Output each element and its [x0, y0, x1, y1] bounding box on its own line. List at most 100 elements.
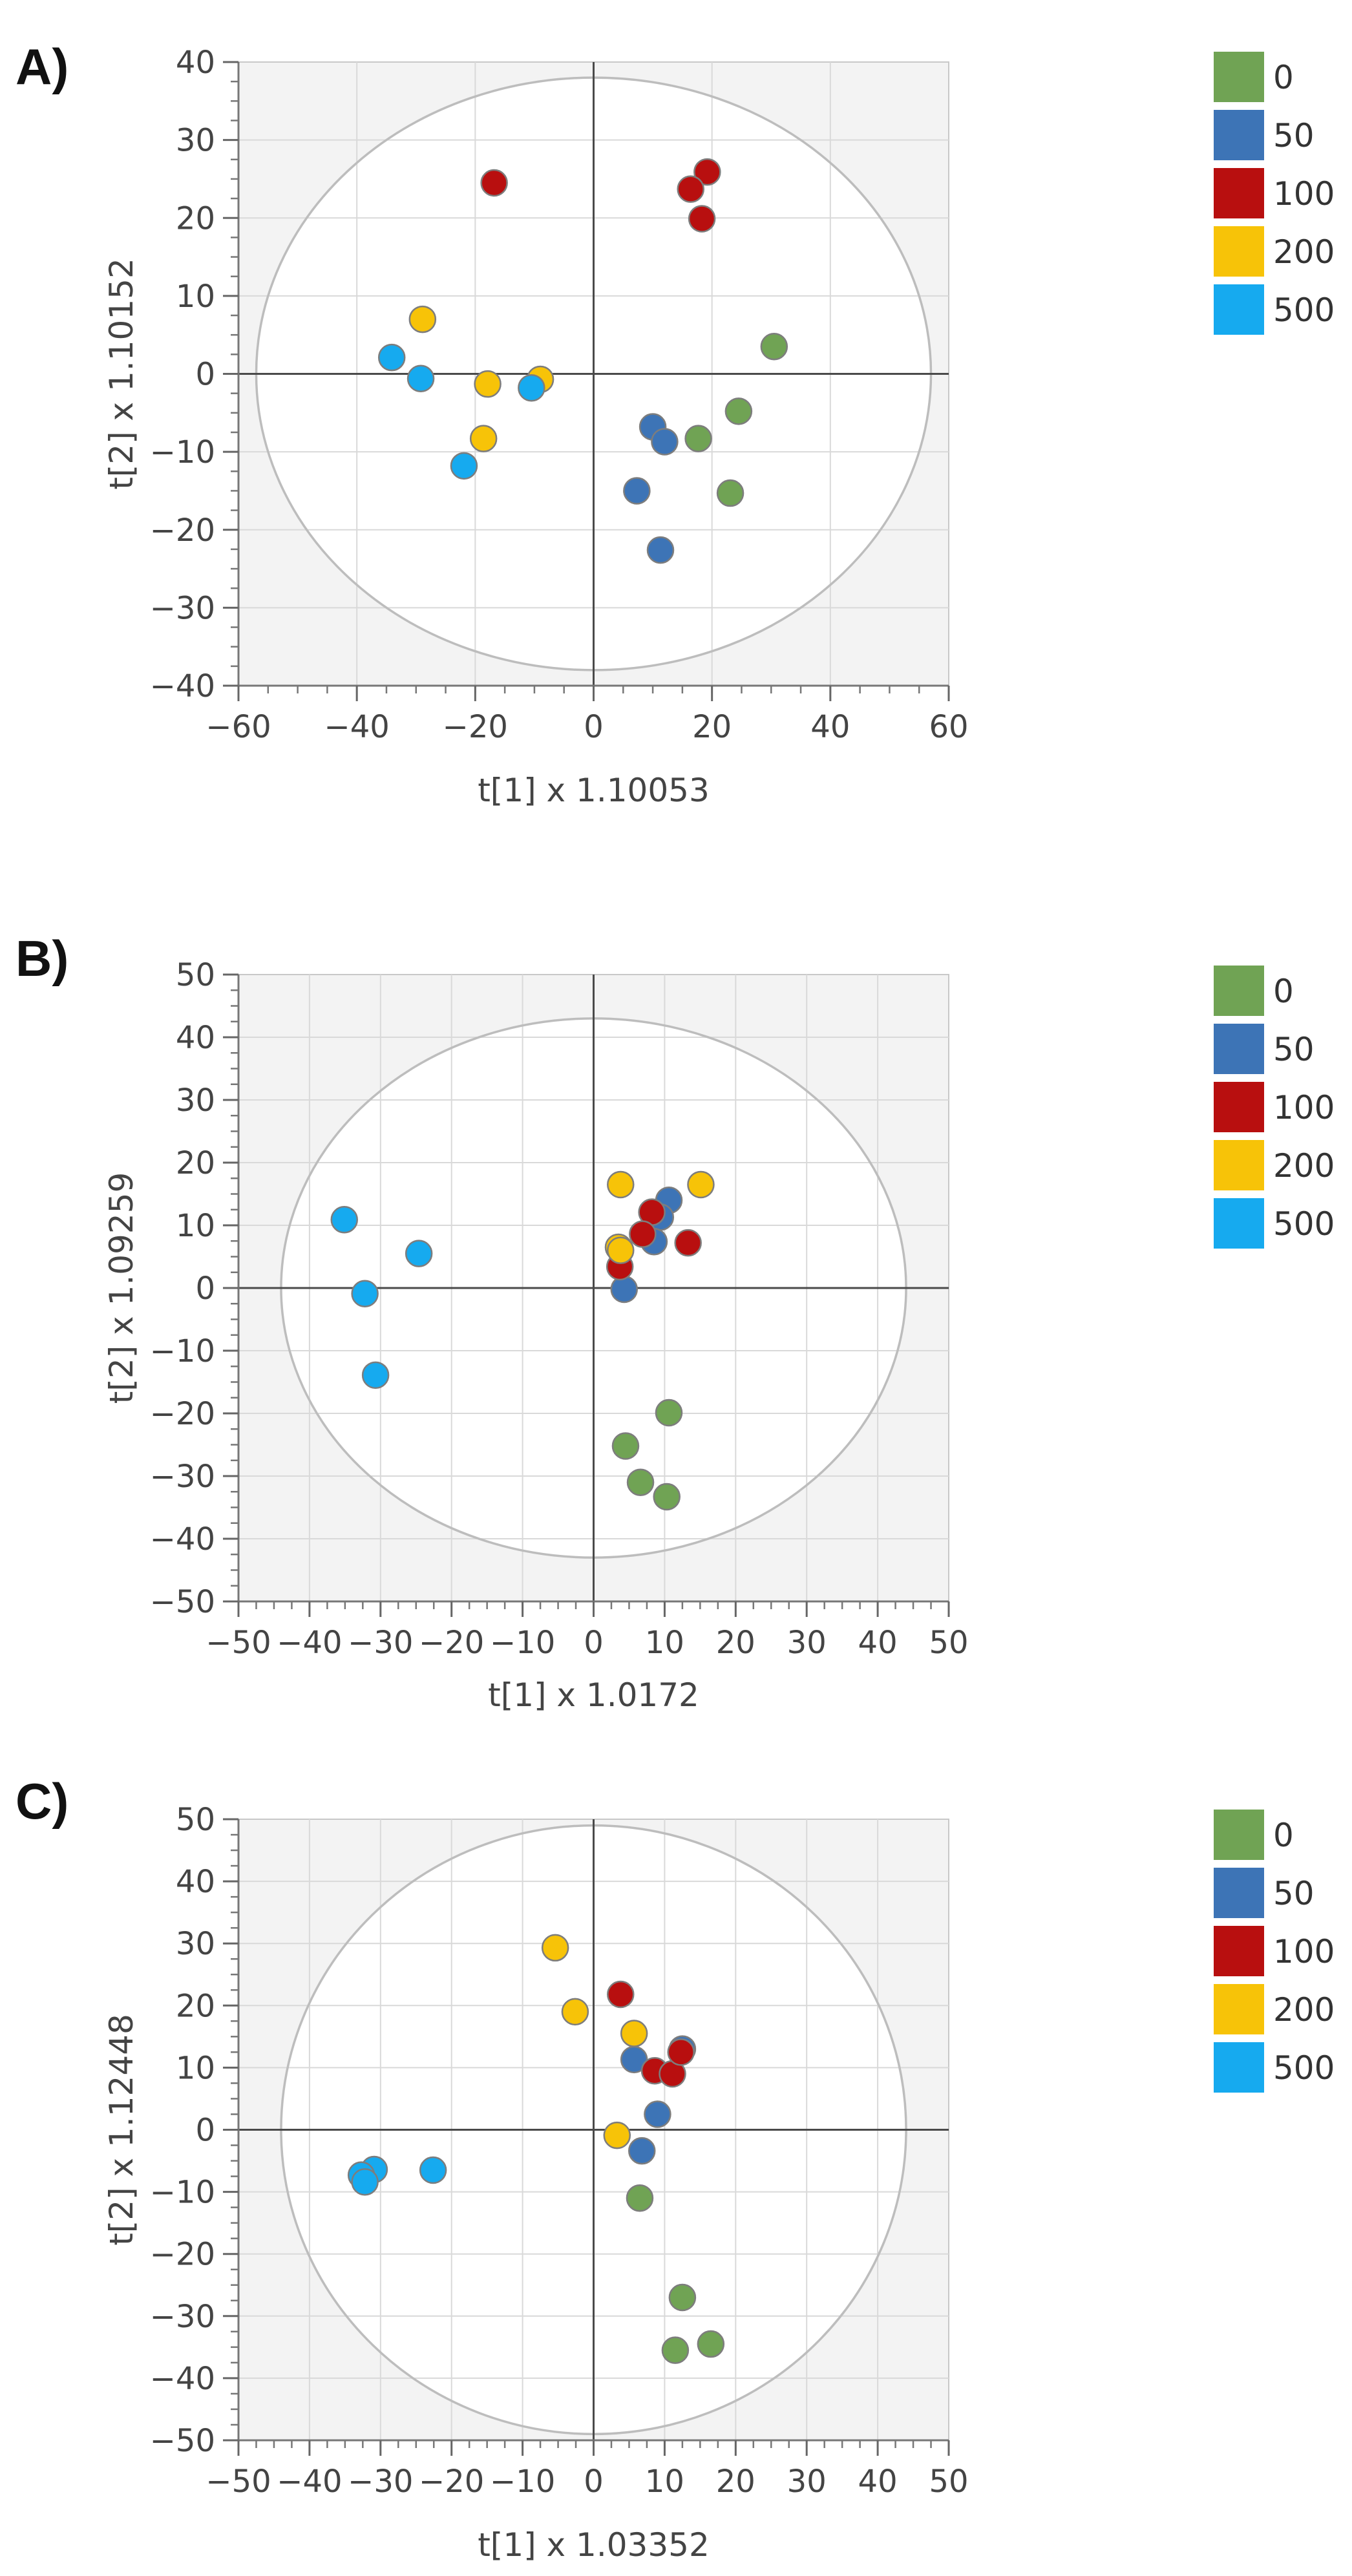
legend-swatch	[1214, 1198, 1264, 1249]
legend-label: 50	[1273, 1031, 1315, 1068]
x-tick-label: −30	[348, 2464, 413, 2500]
data-point	[693, 158, 721, 186]
x-axis-title: t[1] x 1.0172	[488, 1676, 699, 1714]
x-tick-label: 50	[929, 2464, 968, 2500]
x-tick-label: −20	[419, 2464, 484, 2500]
data-point	[655, 1399, 683, 1427]
y-tick-label: 30	[176, 1082, 215, 1119]
panel-letter: A)	[16, 38, 69, 95]
data-point	[561, 1998, 589, 2026]
y-tick-label: 10	[176, 279, 215, 315]
legend: 0 50 100 200 500	[1214, 52, 1335, 335]
x-tick-label: 30	[787, 2464, 827, 2500]
data-point	[653, 1483, 681, 1511]
series-0	[684, 333, 788, 507]
y-tick-label: 40	[176, 1864, 215, 1900]
x-tick-label: 20	[716, 2464, 755, 2500]
legend-label: 500	[1273, 291, 1335, 329]
data-point	[330, 1206, 359, 1234]
y-tick-label: 10	[176, 1208, 215, 1244]
data-point	[716, 479, 745, 507]
y-tick-label: 20	[176, 200, 215, 237]
legend-label: 0	[1273, 973, 1294, 1010]
x-tick-label: 0	[584, 709, 604, 745]
series-0	[611, 1399, 683, 1511]
data-point	[661, 2336, 690, 2364]
y-tick-label: 10	[176, 2050, 215, 2086]
data-point	[611, 1432, 640, 1460]
x-axis-title: t[1] x 1.10053	[478, 772, 710, 809]
data-point	[628, 2137, 656, 2165]
panel-letter: C)	[16, 1773, 69, 1830]
x-tick-label: 0	[584, 2464, 604, 2500]
series-100	[606, 1198, 702, 1281]
y-tick-label: 40	[176, 1020, 215, 1056]
y-tick-label: 50	[176, 1802, 215, 1838]
data-point	[668, 2283, 697, 2312]
data-point	[607, 1170, 635, 1199]
legend-label: 200	[1273, 1991, 1335, 2029]
legend-swatch	[1214, 1024, 1264, 1074]
legend-label: 50	[1273, 117, 1315, 154]
x-tick-label: −20	[419, 1625, 484, 1661]
x-tick-label: −50	[206, 2464, 271, 2500]
series-0	[626, 2184, 725, 2364]
legend: 0 50 100 200 500	[1214, 1810, 1335, 2093]
data-point	[623, 477, 651, 505]
legend-swatch	[1214, 52, 1264, 102]
y-tick-label: 50	[176, 957, 215, 993]
x-tick-label: 40	[810, 709, 850, 745]
legend-swatch	[1214, 1868, 1264, 1918]
data-point	[541, 1934, 569, 1962]
x-tick-label: −40	[324, 709, 390, 745]
data-point	[607, 1236, 635, 1265]
series-200	[604, 1170, 715, 1265]
data-point	[607, 1980, 635, 2009]
y-tick-label: −30	[150, 590, 215, 626]
legend-label: 0	[1273, 59, 1294, 96]
x-tick-label: 10	[645, 2464, 684, 2500]
y-axis-title: t[2] x 1.10152	[103, 258, 140, 490]
data-point	[405, 1240, 433, 1267]
y-tick-label: −50	[150, 1584, 215, 1620]
legend-swatch	[1214, 1140, 1264, 1190]
y-tick-label: 0	[195, 357, 215, 393]
legend-label: 200	[1273, 233, 1335, 271]
series-50	[623, 413, 679, 564]
y-tick-label: −40	[150, 2361, 215, 2397]
legend-swatch	[1214, 1926, 1264, 1976]
x-tick-label: −50	[206, 1625, 271, 1661]
data-point	[469, 425, 498, 452]
data-point	[629, 1220, 657, 1248]
legend-label: 500	[1273, 1205, 1335, 1243]
legend-label: 200	[1273, 1147, 1335, 1185]
series-200	[541, 1934, 648, 2149]
legend-label: 100	[1273, 175, 1335, 213]
data-point	[688, 205, 716, 233]
x-tick-label: −20	[443, 709, 508, 745]
y-tick-label: 0	[195, 1271, 215, 1307]
y-tick-label: 0	[195, 2113, 215, 2149]
x-tick-label: 40	[858, 1625, 898, 1661]
data-point	[407, 364, 435, 392]
data-point	[480, 169, 508, 197]
data-point	[351, 1280, 379, 1307]
y-tick-label: −10	[150, 434, 215, 470]
legend-swatch	[1214, 110, 1264, 160]
panel-letter: B)	[16, 930, 69, 987]
y-tick-label: −40	[150, 668, 215, 704]
chart-panel-2: C)−50 −40 −30 −20 −10 0 10 20 30 40 50−50−40−30−20…	[16, 1773, 1335, 2564]
series-500	[347, 2155, 447, 2196]
data-point	[687, 1170, 715, 1199]
x-tick-label: 0	[584, 1625, 604, 1661]
x-tick-label: 50	[929, 1625, 968, 1661]
x-tick-label: 10	[645, 1625, 684, 1661]
data-point	[667, 2038, 695, 2066]
data-point	[646, 536, 675, 564]
data-point	[626, 1468, 655, 1496]
y-tick-label: −20	[150, 2237, 215, 2273]
data-point	[610, 1275, 639, 1304]
legend-swatch	[1214, 284, 1264, 335]
y-axis-title: t[2] x 1.12448	[103, 2014, 140, 2246]
y-tick-label: 40	[176, 45, 215, 81]
